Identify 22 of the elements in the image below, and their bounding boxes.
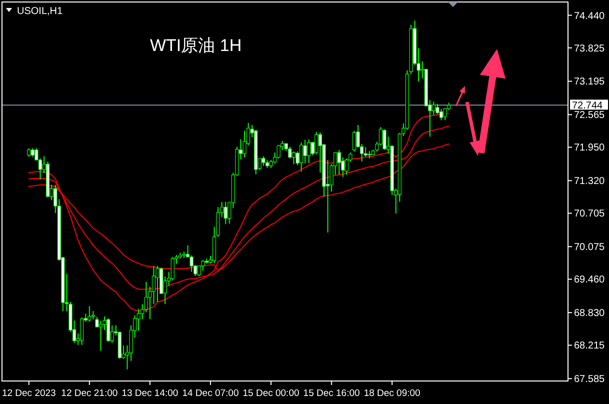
y-tick-label: 68.830	[574, 308, 606, 320]
y-tick-label: 73.195	[574, 76, 606, 88]
y-tick-label: 67.585	[574, 374, 606, 386]
x-tick-label: 15 Dec 00:00	[242, 388, 300, 399]
y-tick-label: 70.705	[574, 208, 606, 220]
x-tick-label: 15 Dec 16:00	[303, 388, 360, 399]
ref-line-label: 72.744	[572, 100, 604, 112]
annotation: USOIL,H1	[17, 6, 64, 17]
y-tick-label: 70.075	[574, 242, 606, 254]
y-tick-label: 68.215	[574, 340, 606, 352]
y-tick-label: 72.565	[574, 110, 606, 122]
x-tick-label: 13 Dec 14:00	[122, 388, 178, 399]
x-tick-label: 14 Dec 07:00	[182, 388, 239, 399]
text: WTI原油 1H	[150, 36, 242, 55]
x-tick-label: 18 Dec 09:00	[364, 388, 420, 399]
x-tick-label: 12 Dec 21:00	[61, 388, 118, 399]
y-tick-label: 71.950	[574, 142, 606, 154]
y-tick-label: 74.440	[574, 10, 606, 22]
x-tick-label: 12 Dec 2023	[2, 388, 56, 399]
y-tick-label: 71.320	[574, 176, 606, 188]
y-tick-label: 69.460	[574, 274, 606, 286]
y-tick-label: 73.825	[574, 43, 606, 54]
